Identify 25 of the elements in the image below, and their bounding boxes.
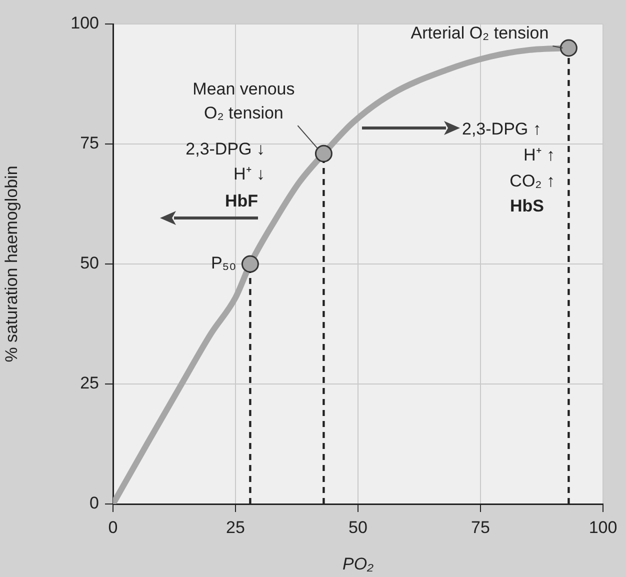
y-tick-label: 25	[80, 374, 99, 393]
point	[560, 39, 578, 57]
y-tick-label: 100	[70, 14, 99, 33]
x-tick-label: 100	[588, 518, 618, 537]
y-tick-label: 50	[80, 254, 99, 273]
x-tick-label: 0	[108, 518, 118, 537]
x-tick-label: 50	[348, 518, 368, 537]
x-tick-label: 75	[471, 518, 490, 537]
annotation: 2,3-DPG ↑	[462, 120, 542, 139]
annotation: H⁺ ↑	[524, 146, 555, 165]
annotation: Mean venous O₂ tension	[192, 79, 295, 122]
annotation: P₅₀	[210, 254, 236, 273]
point	[241, 255, 259, 273]
x-axis-title: PO₂	[342, 554, 374, 574]
y-axis-title: % saturation haemoglobin	[2, 166, 21, 362]
annotation: CO₂ ↑	[510, 172, 555, 191]
y-tick-label: 0	[90, 494, 99, 513]
y-tick-label: 75	[80, 134, 99, 153]
annotation: HbS	[510, 196, 544, 216]
point	[314, 144, 332, 162]
x-tick-label: 25	[226, 518, 245, 537]
annotation: HbF	[224, 192, 258, 211]
annotation: 2,3-DPG ↓	[186, 140, 265, 159]
annotation: H⁺ ↓	[234, 164, 265, 184]
annotation: Arterial O₂ tension	[410, 24, 549, 43]
